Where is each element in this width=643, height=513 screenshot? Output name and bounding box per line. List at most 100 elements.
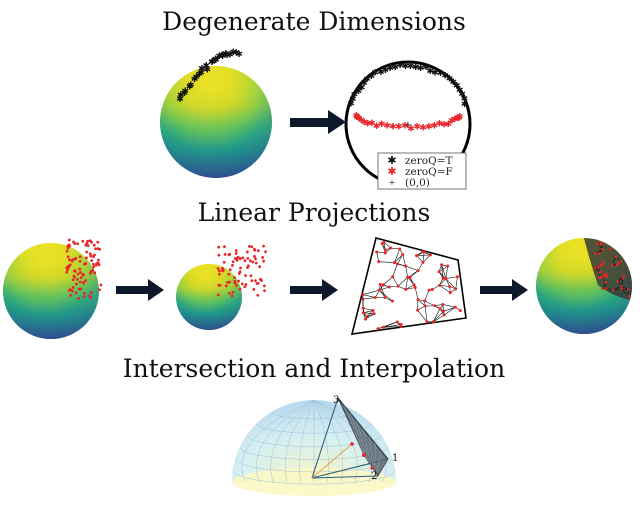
svg-text:✱: ✱ bbox=[363, 75, 371, 85]
svg-text:✱: ✱ bbox=[229, 48, 237, 58]
svg-text:✱: ✱ bbox=[181, 89, 189, 99]
circle-star-points-zeroQ-F: ✱✱✱✱✱✱✱✱✱✱✱✱✱✱✱✱✱✱✱✱✱✱✱✱✱✱ bbox=[352, 112, 463, 135]
svg-text:✱: ✱ bbox=[219, 52, 227, 62]
svg-text:✱: ✱ bbox=[208, 58, 216, 68]
svg-text:✱: ✱ bbox=[371, 68, 379, 78]
svg-text:✱: ✱ bbox=[402, 62, 410, 72]
svg-text:✱: ✱ bbox=[204, 66, 212, 76]
svg-text:✱: ✱ bbox=[347, 100, 355, 110]
svg-text:✱: ✱ bbox=[396, 61, 404, 71]
svg-text:✱: ✱ bbox=[360, 118, 368, 128]
vertex-label-bottom: 2 bbox=[371, 471, 377, 482]
svg-text:✱: ✱ bbox=[198, 64, 206, 74]
vertex-label-right: 1 bbox=[392, 453, 398, 464]
degenerate-sphere bbox=[160, 66, 272, 178]
svg-text:✱: ✱ bbox=[212, 56, 220, 66]
svg-text:✱: ✱ bbox=[191, 75, 199, 85]
legend-label-zeroQ-F: zeroQ=F bbox=[405, 166, 453, 178]
svg-text:✱: ✱ bbox=[351, 90, 359, 100]
svg-text:✱: ✱ bbox=[203, 61, 211, 71]
triangulated-mesh bbox=[350, 237, 467, 335]
legend-label-origin: (0,0) bbox=[405, 177, 430, 189]
svg-text:✱: ✱ bbox=[453, 114, 461, 124]
svg-text:✱: ✱ bbox=[417, 64, 425, 74]
linear-sphere-1 bbox=[3, 243, 99, 339]
svg-text:✱: ✱ bbox=[368, 119, 376, 129]
svg-text:✱: ✱ bbox=[440, 121, 448, 131]
origin-plus-marker: + bbox=[404, 120, 412, 131]
arrow-linear-3 bbox=[480, 279, 528, 301]
svg-text:✱: ✱ bbox=[176, 95, 184, 105]
svg-text:✱: ✱ bbox=[383, 122, 391, 132]
svg-text:✱: ✱ bbox=[431, 68, 439, 78]
legend-symbol-zeroQ-F: ✱ bbox=[387, 166, 396, 178]
svg-text:✱: ✱ bbox=[353, 113, 361, 123]
svg-text:✱: ✱ bbox=[378, 120, 386, 130]
vertex-label-top: 3 bbox=[333, 395, 339, 406]
svg-text:✱: ✱ bbox=[349, 95, 357, 105]
svg-text:✱: ✱ bbox=[355, 114, 363, 124]
svg-text:✱: ✱ bbox=[357, 116, 365, 126]
red-points-2 bbox=[216, 244, 267, 298]
svg-text:✱: ✱ bbox=[368, 72, 376, 82]
title-linear-projections: Linear Projections bbox=[198, 198, 431, 227]
arrow-linear-2 bbox=[290, 279, 338, 301]
svg-text:✱: ✱ bbox=[407, 124, 415, 134]
svg-text:✱: ✱ bbox=[461, 95, 469, 105]
circle-star-points-zeroQ-T: ✱✱✱✱✱✱✱✱✱✱✱✱✱✱✱✱✱✱✱✱✱✱✱✱✱✱✱✱✱✱ bbox=[347, 61, 468, 110]
svg-text:✱: ✱ bbox=[208, 58, 216, 68]
svg-text:✱: ✱ bbox=[364, 119, 372, 129]
svg-text:✱: ✱ bbox=[450, 78, 458, 88]
title-intersection-interpolation: Intersection and Interpolation bbox=[123, 354, 505, 383]
svg-text:✱: ✱ bbox=[358, 84, 366, 94]
svg-text:✱: ✱ bbox=[458, 90, 466, 100]
svg-text:✱: ✱ bbox=[436, 119, 444, 129]
svg-text:✱: ✱ bbox=[426, 67, 434, 77]
svg-text:✱: ✱ bbox=[215, 52, 223, 62]
svg-text:✱: ✱ bbox=[197, 69, 205, 79]
svg-text:✱: ✱ bbox=[382, 66, 390, 76]
svg-text:✱: ✱ bbox=[389, 123, 397, 133]
svg-text:✱: ✱ bbox=[395, 123, 403, 133]
svg-text:✱: ✱ bbox=[448, 117, 456, 127]
svg-text:✱: ✱ bbox=[186, 82, 194, 92]
svg-text:✱: ✱ bbox=[212, 55, 220, 65]
svg-text:✱: ✱ bbox=[419, 124, 427, 134]
sphere-star-points: ✱✱✱✱✱✱✱✱✱✱✱✱✱✱✱✱✱✱✱✱✱✱✱✱✱✱ bbox=[176, 48, 243, 105]
interpolation-triangle bbox=[311, 397, 389, 479]
svg-text:✱: ✱ bbox=[235, 50, 243, 60]
title-degenerate-dimensions: Degenerate Dimensions bbox=[162, 7, 466, 36]
svg-text:✱: ✱ bbox=[223, 51, 231, 61]
linear-sphere-2 bbox=[176, 264, 242, 330]
svg-text:✱: ✱ bbox=[192, 73, 200, 83]
svg-text:✱: ✱ bbox=[232, 49, 240, 59]
svg-text:✱: ✱ bbox=[431, 121, 439, 131]
svg-text:✱: ✱ bbox=[461, 100, 469, 110]
svg-text:✱: ✱ bbox=[413, 123, 421, 133]
svg-text:✱: ✱ bbox=[456, 86, 464, 96]
svg-text:✱: ✱ bbox=[455, 114, 463, 124]
svg-text:✱: ✱ bbox=[453, 82, 461, 92]
svg-text:✱: ✱ bbox=[391, 63, 399, 73]
legend-label-zeroQ-T: zeroQ=T bbox=[405, 155, 453, 167]
svg-text:✱: ✱ bbox=[195, 70, 203, 80]
svg-text:✱: ✱ bbox=[373, 122, 381, 132]
svg-text:✱: ✱ bbox=[451, 115, 459, 125]
svg-text:✱: ✱ bbox=[446, 74, 454, 84]
svg-text:✱: ✱ bbox=[226, 51, 234, 61]
svg-text:✱: ✱ bbox=[187, 81, 195, 91]
svg-text:✱: ✱ bbox=[425, 122, 433, 132]
svg-text:✱: ✱ bbox=[360, 79, 368, 89]
svg-text:✱: ✱ bbox=[407, 62, 415, 72]
svg-text:✱: ✱ bbox=[218, 51, 226, 61]
svg-text:✱: ✱ bbox=[377, 68, 385, 78]
svg-text:✱: ✱ bbox=[182, 87, 190, 97]
arrow-degenerate bbox=[290, 110, 346, 134]
svg-text:✱: ✱ bbox=[456, 113, 464, 123]
svg-text:✱: ✱ bbox=[386, 64, 394, 74]
red-points-1 bbox=[65, 238, 103, 300]
arrow-linear-1 bbox=[116, 279, 164, 301]
legend-symbol-origin: + bbox=[389, 177, 395, 189]
svg-text:✱: ✱ bbox=[177, 91, 185, 101]
